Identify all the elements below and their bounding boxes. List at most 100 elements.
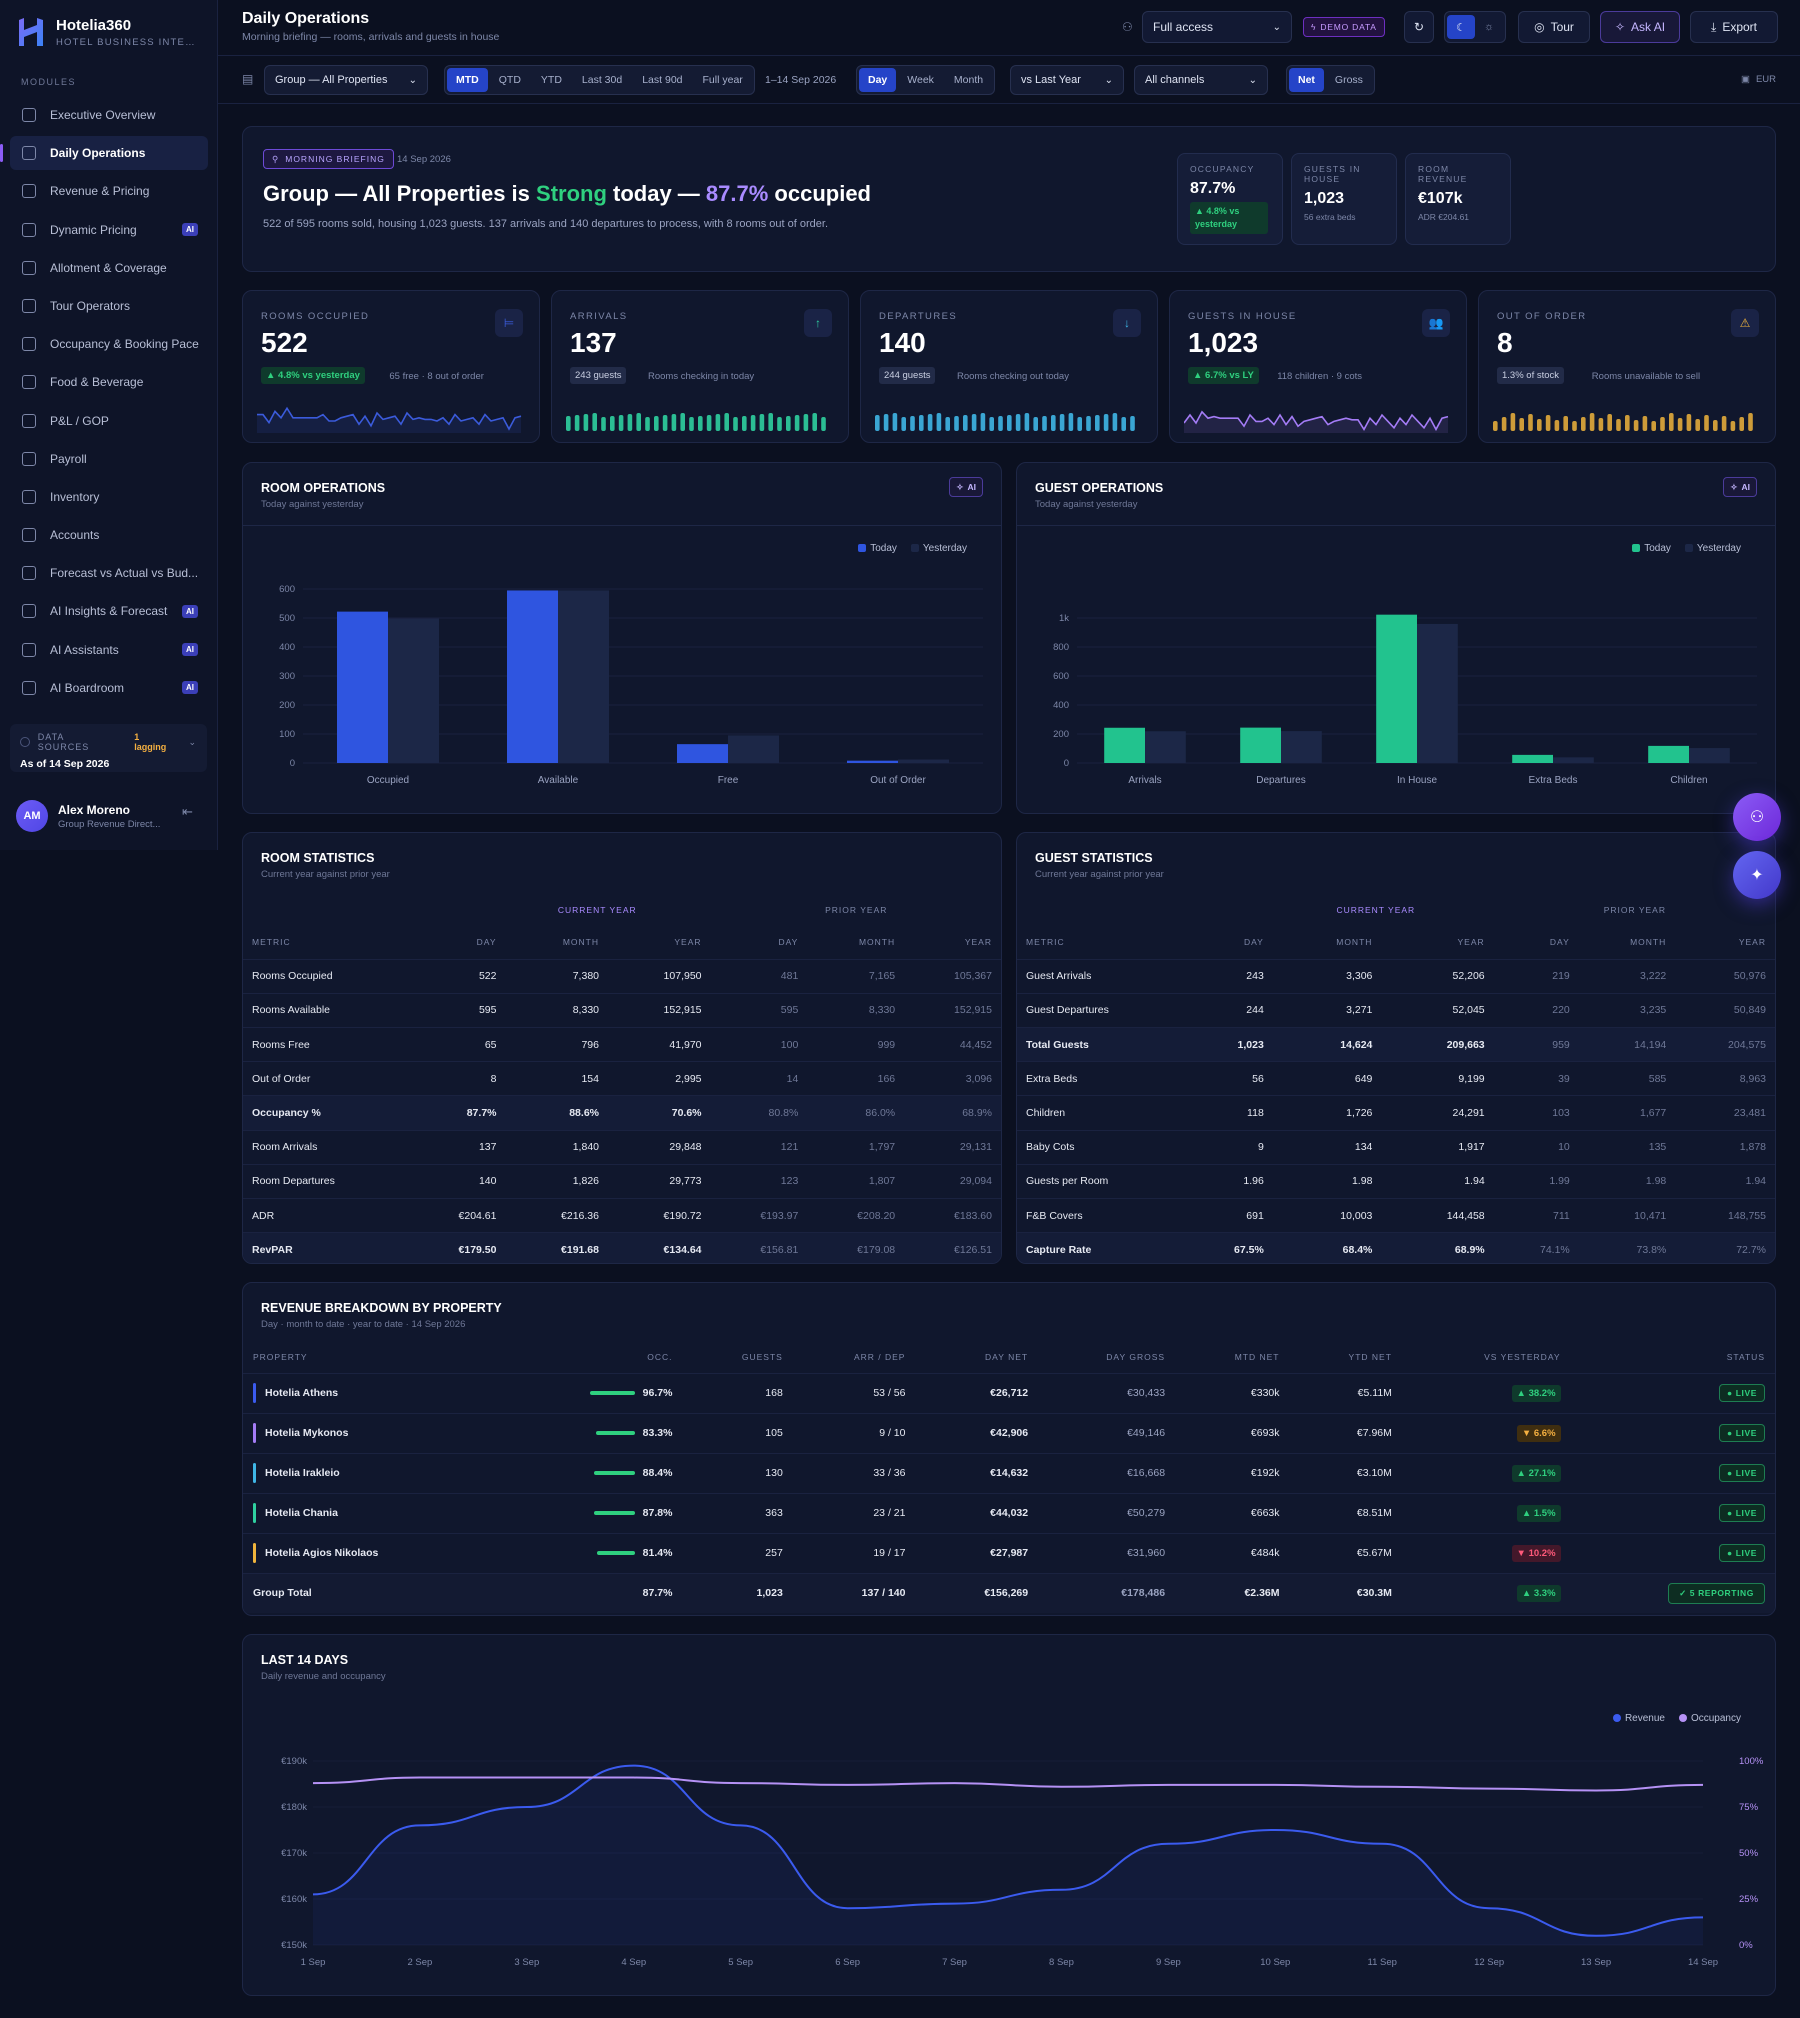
export-button[interactable]: ⤓ Export xyxy=(1690,11,1778,43)
column-header[interactable]: MONTH xyxy=(1630,936,1667,947)
table-row[interactable]: Extra Beds 56 649 9,199 39 585 8,963 xyxy=(1017,1061,1775,1096)
column-header[interactable]: DAY xyxy=(476,936,497,947)
column-header[interactable]: MTD NET xyxy=(1234,1351,1280,1362)
column-header[interactable]: MONTH xyxy=(858,936,896,947)
table-row[interactable]: Occupancy % 87.7% 88.6% 70.6% 80.8% 86.0% 68.9… xyxy=(243,1095,1001,1131)
column-header[interactable]: VS YESTERDAY xyxy=(1484,1351,1561,1362)
column-header[interactable]: YEAR xyxy=(964,936,992,947)
sun-icon[interactable]: ☼ xyxy=(1483,21,1495,33)
kpi-out-of-order[interactable]: OUT OF ORDER 8 ⚠ 1.3% of stock Rooms unavail… xyxy=(1478,290,1776,443)
table-row[interactable]: ADR €204.61 €216.36 €190.72 €193.97 €208.20 €1… xyxy=(243,1197,1001,1233)
table-row[interactable]: RevPAR €179.50 €191.68 €134.64 €156.81 €179.0… xyxy=(243,1232,1001,1263)
bar-today[interactable] xyxy=(1648,745,1689,763)
bar-yesterday[interactable] xyxy=(1689,748,1730,763)
bar-today[interactable] xyxy=(1512,754,1553,763)
refresh-button[interactable]: ↻ xyxy=(1404,11,1434,43)
ai-chip[interactable]: ✧ AI xyxy=(949,477,983,497)
table-row[interactable]: Total Guests 1,023 14,624 209,663 959 14,194 2… xyxy=(1017,1027,1775,1062)
table-row[interactable]: Guest Arrivals 243 3,306 52,206 219 3,222 50,9… xyxy=(1017,958,1775,994)
ask-ai-button[interactable]: ✧ Ask AI xyxy=(1600,11,1680,43)
sidebar-item-ai-boardroom[interactable]: AI Boardroom AI xyxy=(10,671,208,705)
bar-today[interactable] xyxy=(507,590,558,763)
column-header[interactable]: YEAR xyxy=(674,936,702,947)
sidebar-item-occupancy-booking-pace[interactable]: Occupancy & Booking Pace xyxy=(10,327,208,361)
column-header[interactable]: MONTH xyxy=(562,936,599,947)
bar-today[interactable] xyxy=(847,760,898,763)
table-row[interactable]: Room Departures 140 1,826 29,773 123 1,807 29,… xyxy=(243,1163,1001,1199)
sidebar-item-revenue-pricing[interactable]: Revenue & Pricing xyxy=(10,174,208,208)
column-header[interactable]: OCC. xyxy=(647,1351,673,1362)
assistant-people-button[interactable]: ⚇ xyxy=(1733,793,1781,841)
theme-toggle[interactable]: ☾ ☼ xyxy=(1444,11,1506,43)
kpi-guests-in-house[interactable]: GUESTS IN HOUSE 1,023 👥 ▲ 6.7% vs LY 118 chi… xyxy=(1169,290,1467,443)
column-header[interactable]: DAY xyxy=(1549,936,1570,947)
sidebar-item-executive-overview[interactable]: Executive Overview xyxy=(10,98,208,132)
bar-yesterday[interactable] xyxy=(558,590,609,763)
sidebar-item-accounts[interactable]: Accounts xyxy=(10,518,208,552)
sidebar-item-inventory[interactable]: Inventory xyxy=(10,480,208,514)
sidebar-item-payroll[interactable]: Payroll xyxy=(10,442,208,476)
sidebar-item-allotment-coverage[interactable]: Allotment & Coverage xyxy=(10,251,208,285)
tour-button[interactable]: ◎ Tour xyxy=(1518,11,1590,43)
kpi-departures[interactable]: DEPARTURES 140 ↓ 244 guests Rooms checking o… xyxy=(860,290,1158,443)
sidebar-item-food-beverage[interactable]: Food & Beverage xyxy=(10,365,208,399)
column-header[interactable]: METRIC xyxy=(252,936,291,947)
brand[interactable]: Hotelia360 HOTEL BUSINESS INTELLIGENCE xyxy=(16,16,196,48)
kpi-rooms-occupied[interactable]: ROOMS OCCUPIED 522 ⊨ ▲ 4.8% vs yesterday 65 … xyxy=(242,290,540,443)
segment-gross[interactable]: Gross xyxy=(1334,74,1363,86)
column-header[interactable]: PROPERTY xyxy=(253,1351,308,1362)
table-row[interactable]: Rooms Free 65 796 41,970 100 999 44,452 xyxy=(243,1027,1001,1062)
sidebar-item-ai-insights-forecast[interactable]: AI Insights & Forecast AI xyxy=(10,594,208,628)
bar-yesterday[interactable] xyxy=(728,735,779,763)
sidebar-item-dynamic-pricing[interactable]: Dynamic Pricing AI xyxy=(10,213,208,247)
column-header[interactable]: DAY GROSS xyxy=(1106,1351,1166,1362)
kpi-arrivals[interactable]: ARRIVALS 137 ↑ 243 guests Rooms checking in … xyxy=(551,290,849,443)
ai-sparkle-button[interactable]: ✦ xyxy=(1733,851,1781,899)
logout-icon[interactable]: ⇤ xyxy=(182,804,193,819)
table-row[interactable]: Rooms Available 595 8,330 152,915 595 8,330 15… xyxy=(243,992,1001,1028)
segment-week[interactable]: Week xyxy=(907,74,934,86)
column-header[interactable]: MONTH xyxy=(1336,936,1373,947)
bar-yesterday[interactable] xyxy=(388,618,439,763)
column-header[interactable]: YTD NET xyxy=(1348,1351,1392,1362)
table-row[interactable]: Hotelia Athens 96.7% 168 53 / 56 €26,712 €30,… xyxy=(243,1372,1775,1413)
table-row[interactable]: Hotelia Mykonos 83.3% 105 9 / 10 €42,906 €49,… xyxy=(243,1412,1775,1453)
segment-net[interactable]: Net xyxy=(1289,68,1324,92)
property-select[interactable]: Group — All Properties ⌄ xyxy=(264,65,428,95)
data-sources-panel[interactable]: DATA SOURCES 1 lagging ⌄ As of 14 Sep 20… xyxy=(10,724,207,772)
table-row[interactable]: Guest Departures 244 3,271 52,045 220 3,235 50… xyxy=(1017,992,1775,1028)
bar-yesterday[interactable] xyxy=(1417,623,1458,763)
table-row[interactable]: F&B Covers 691 10,003 144,458 711 10,471 148,7… xyxy=(1017,1197,1775,1233)
column-header[interactable]: STATUS xyxy=(1726,1351,1765,1362)
table-row[interactable]: Children 118 1,726 24,291 103 1,677 23,481 xyxy=(1017,1095,1775,1131)
table-row[interactable]: Rooms Occupied 522 7,380 107,950 481 7,165 105… xyxy=(243,958,1001,994)
column-header[interactable]: YEAR xyxy=(1738,936,1766,947)
table-row[interactable]: Out of Order 8 154 2,995 14 166 3,096 xyxy=(243,1061,1001,1096)
bar-yesterday[interactable] xyxy=(1145,731,1186,763)
segment-ytd[interactable]: YTD xyxy=(540,74,562,86)
bar-yesterday[interactable] xyxy=(1281,731,1322,763)
table-row[interactable]: Hotelia Irakleio 88.4% 130 33 / 36 €14,632 €1… xyxy=(243,1452,1775,1493)
bar-today[interactable] xyxy=(1104,727,1145,763)
column-header[interactable]: DAY xyxy=(1243,936,1264,947)
column-header[interactable]: DAY NET xyxy=(985,1351,1029,1362)
bar-today[interactable] xyxy=(677,744,728,763)
ai-chip[interactable]: ✧ AI xyxy=(1723,477,1757,497)
bar-yesterday[interactable] xyxy=(1553,757,1594,763)
column-header[interactable]: DAY xyxy=(778,936,799,947)
bar-today[interactable] xyxy=(1376,614,1417,763)
bar-yesterday[interactable] xyxy=(898,759,949,763)
segment-last-90d[interactable]: Last 90d xyxy=(642,74,683,86)
segment-mtd[interactable]: MTD xyxy=(447,68,488,92)
column-header[interactable]: YEAR xyxy=(1457,936,1485,947)
column-header[interactable]: METRIC xyxy=(1026,936,1065,947)
column-header[interactable]: GUESTS xyxy=(741,1351,783,1362)
table-row[interactable]: Room Arrivals 137 1,840 29,848 121 1,797 29,13… xyxy=(243,1129,1001,1165)
segment-qtd[interactable]: QTD xyxy=(498,74,521,86)
channel-select[interactable]: All channels ⌄ xyxy=(1134,65,1268,95)
segment-month[interactable]: Month xyxy=(953,74,984,86)
sidebar-item-ai-assistants[interactable]: AI Assistants AI xyxy=(10,633,208,667)
series-line-revenue[interactable] xyxy=(312,1764,1704,1937)
table-row[interactable]: Guests per Room 1.96 1.98 1.94 1.99 1.98 1.94 xyxy=(1017,1163,1775,1199)
compare-select[interactable]: vs Last Year ⌄ xyxy=(1010,65,1124,95)
